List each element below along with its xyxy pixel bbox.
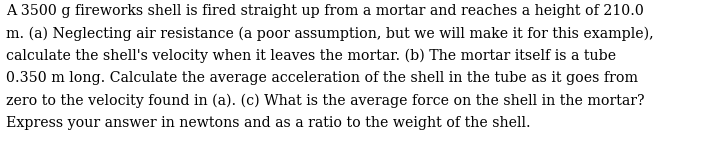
- Text: Express your answer in newtons and as a ratio to the weight of the shell.: Express your answer in newtons and as a …: [6, 116, 530, 130]
- Text: 0.350 m long. Calculate the average acceleration of the shell in the tube as it : 0.350 m long. Calculate the average acce…: [6, 71, 638, 85]
- Text: m. (a) Neglecting air resistance (a poor assumption, but we will make it for thi: m. (a) Neglecting air resistance (a poor…: [6, 27, 654, 41]
- Text: A 3500 g fireworks shell is fired straight up from a mortar and reaches a height: A 3500 g fireworks shell is fired straig…: [6, 4, 644, 18]
- Text: calculate the shell's velocity when it leaves the mortar. (b) The mortar itself : calculate the shell's velocity when it l…: [6, 49, 616, 63]
- Text: zero to the velocity found in (a). (c) What is the average force on the shell in: zero to the velocity found in (a). (c) W…: [6, 93, 644, 108]
